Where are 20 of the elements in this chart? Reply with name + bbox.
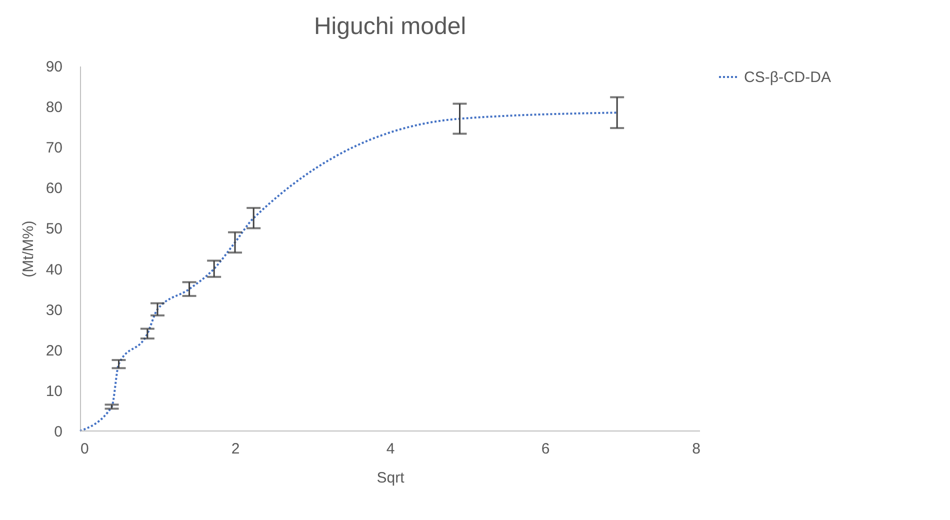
y-tick-label: 0 (54, 424, 62, 440)
x-tick-label: 8 (692, 440, 700, 458)
line-series (79, 112, 618, 432)
chart-title: Higuchi model (314, 13, 466, 40)
x-tick-label: 6 (541, 440, 550, 458)
y-tick-label: 60 (46, 180, 62, 198)
y-tick-label: 40 (46, 261, 62, 278)
x-tick-label: 0 (80, 440, 89, 458)
legend-label: CS-β-CD-DA (744, 69, 831, 86)
x-tick-label: 2 (231, 440, 240, 458)
x-tick-label: 4 (386, 440, 395, 458)
y-tick-label: 90 (46, 58, 62, 76)
y-tick-label: 10 (46, 382, 62, 400)
y-tick-label: 50 (46, 220, 62, 238)
y-axis-title: (Mt/M%) (20, 220, 37, 278)
y-tick-label: 70 (46, 140, 62, 157)
y-tick-label: 80 (46, 99, 62, 116)
y-tick-label: 20 (46, 342, 62, 360)
y-tick-label: 30 (46, 302, 62, 319)
x-axis-title: Sqrt (376, 470, 406, 486)
